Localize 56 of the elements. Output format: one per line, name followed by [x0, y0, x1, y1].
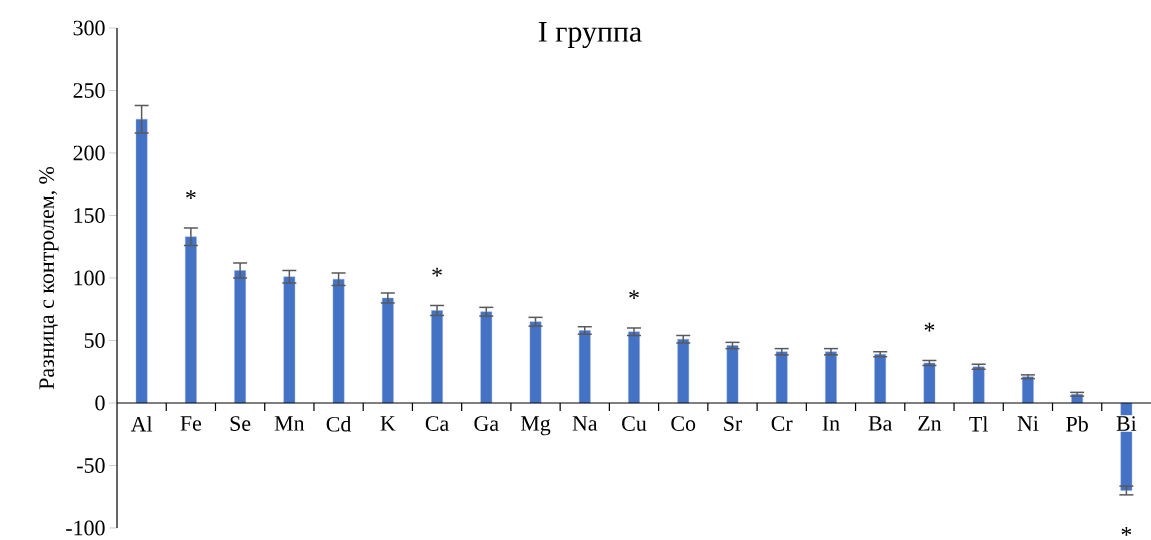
bar	[775, 351, 788, 404]
bar	[972, 366, 985, 404]
y-tick-label: -50	[77, 458, 105, 473]
bar	[726, 345, 739, 404]
x-tick-label: Tl	[969, 416, 988, 432]
x-tick-label: Pb	[1066, 416, 1088, 432]
bar	[480, 311, 493, 404]
y-tick-label: 150	[74, 208, 105, 223]
annotation: *	[432, 267, 442, 277]
bar	[431, 310, 443, 404]
x-tick-label: Fe	[180, 416, 202, 431]
bar	[874, 354, 886, 404]
bar	[825, 351, 837, 404]
x-tick-label: Cu	[622, 416, 647, 431]
y-tick-label: -100	[66, 520, 105, 536]
x-tick-label: Mn	[274, 416, 305, 431]
annotation: *	[1121, 527, 1132, 536]
x-tick-label: Co	[671, 416, 696, 431]
annotation: *	[629, 290, 639, 299]
bar	[185, 236, 197, 404]
y-tick-label: 250	[73, 83, 105, 98]
chart-title: I группа	[538, 21, 642, 48]
bar	[578, 330, 591, 404]
y-tick-label: 200	[73, 145, 105, 161]
x-tick-label: Cr	[771, 416, 793, 431]
x-tick-label: In	[822, 416, 840, 431]
bar	[135, 119, 148, 404]
x-tick-label: Mg	[520, 416, 551, 436]
bar	[234, 270, 246, 404]
x-tick-label: Bi	[1116, 416, 1137, 431]
bar	[332, 279, 345, 404]
x-tick-label: Ni	[1017, 416, 1039, 431]
y-tick-label: 100	[74, 270, 105, 286]
x-tick-label: Al	[130, 416, 153, 432]
bar	[529, 321, 542, 404]
bar	[628, 331, 640, 404]
x-tick-label: Na	[572, 416, 598, 431]
bar	[382, 297, 394, 404]
bar	[677, 339, 690, 404]
x-tick-label: Ba	[868, 416, 893, 431]
x-tick-label: Cd	[326, 416, 352, 432]
annotation: *	[924, 322, 935, 332]
annotation: *	[186, 190, 196, 199]
y-tick-label: 0	[95, 395, 105, 411]
bar	[923, 362, 936, 404]
y-axis-title: Разница с контролем, %	[39, 166, 59, 390]
x-tick-label: Zn	[918, 416, 942, 431]
bar	[283, 276, 296, 404]
x-tick-label: Ga	[474, 416, 499, 431]
y-tick-label: 300	[73, 20, 105, 36]
x-tick-label: Se	[230, 416, 251, 431]
x-tick-label: K	[380, 416, 396, 431]
y-tick-label: 50	[84, 333, 105, 348]
x-tick-label: Ca	[425, 416, 449, 431]
x-tick-label: Sr	[724, 416, 743, 431]
bar	[1022, 376, 1034, 404]
